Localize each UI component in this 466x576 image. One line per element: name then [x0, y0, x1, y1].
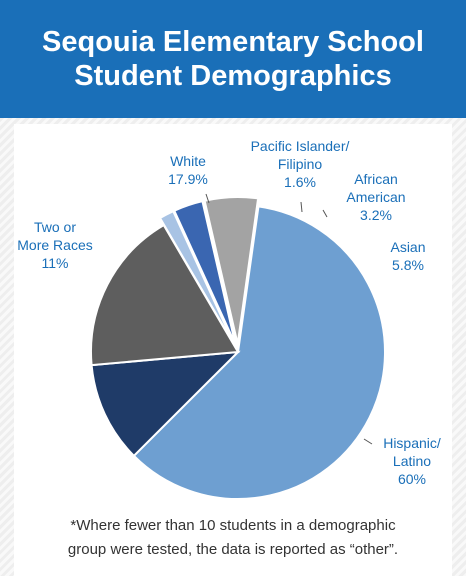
slice-label-3: Pacific Islander/Filipino 1.6% [251, 138, 350, 190]
pie-slice-1 [90, 350, 241, 458]
slice-label-5: Asian 5.8% [390, 239, 425, 273]
slice-name-label-1: Two or [34, 219, 76, 235]
slice-name-label-5: Asian [390, 239, 425, 255]
slice-label-1: Two or More Races 11% [17, 219, 92, 271]
pie-slice-4 [172, 199, 237, 345]
slice-name-label-0: Hispanic/ [383, 435, 441, 451]
slice-value-label-4: 3.2% [360, 207, 392, 223]
footnote: *Where fewer than 10 students in a demog… [14, 514, 452, 562]
pie-slice-0 [132, 205, 386, 500]
pie-slice-3 [158, 209, 236, 346]
leader-line-2 [205, 193, 210, 204]
footnote-line-1: *Where fewer than 10 students in a demog… [70, 517, 396, 534]
pie-slice-5 [203, 196, 260, 345]
leader-line-3 [300, 201, 303, 213]
leader-line-4 [322, 209, 328, 218]
slice-value-label-0: 60% [398, 471, 426, 487]
slice-name-label-4: American [346, 189, 405, 205]
slice-value-label-3: 1.6% [284, 174, 316, 190]
chart-title-line-2: Student Demographics [74, 60, 392, 92]
slice-value-label-2: 17.9% [168, 171, 208, 187]
slice-name-label-4: African [354, 171, 398, 187]
slice-value-label-1: 11% [42, 255, 69, 271]
pie-slice-2 [90, 223, 240, 367]
slice-name-label-3: Pacific Islander/ [251, 138, 350, 154]
slice-label-0: Hispanic/Latino 60% [383, 435, 441, 487]
slice-label-2: White 17.9% [168, 153, 208, 187]
chart-title-line-1: Seqouia Elementary School [42, 26, 424, 58]
slice-name-label-0: Latino [393, 453, 431, 469]
slice-name-label-2: White [170, 153, 206, 169]
slice-value-label-5: 5.8% [392, 257, 424, 273]
slice-name-label-1: More Races [17, 237, 92, 253]
slice-label-4: African American 3.2% [346, 171, 405, 223]
leader-line-0 [363, 438, 373, 445]
slice-name-label-3: Filipino [278, 156, 323, 172]
footnote-line-2: group were tested, the data is reported … [67, 541, 399, 558]
chart-header: Seqouia Elementary School Student Demogr… [0, 0, 466, 118]
